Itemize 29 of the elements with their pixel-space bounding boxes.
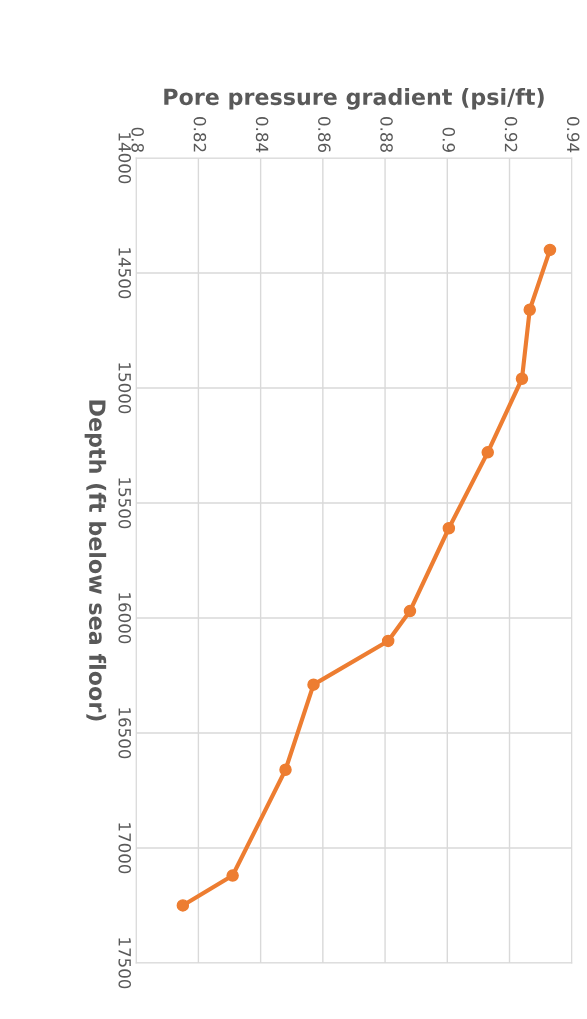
point — [543, 243, 557, 257]
point — [226, 869, 239, 882]
point — [403, 604, 417, 618]
x-axis-title: Pore pressure gradient (psi/ft) — [164, 87, 544, 110]
y-tick-label: 17000 — [118, 823, 132, 874]
x-tick-label: 0.8 — [131, 127, 144, 152]
y-tick-label: 17500 — [118, 938, 132, 989]
y-tick-label: 15000 — [118, 363, 132, 414]
y-tick-label: 16500 — [118, 708, 132, 759]
y-axis-title: Depth (ft below sea floor) — [84, 400, 107, 721]
x-tick-label: 0.82 — [193, 117, 207, 152]
point — [381, 634, 395, 648]
point — [442, 521, 456, 535]
x-tick-label: 0.94 — [566, 117, 580, 153]
y-tick-label: 14000 — [118, 133, 132, 184]
point — [481, 446, 494, 459]
y-tick-label: 15500 — [118, 478, 132, 529]
point — [515, 372, 529, 385]
point — [279, 763, 292, 777]
x-tick-label: 0.84 — [255, 117, 269, 153]
point — [176, 899, 190, 912]
y-tick-label: 14500 — [118, 248, 132, 299]
x-tick-label: 0.86 — [318, 117, 331, 153]
y-tick-label: 16000 — [118, 593, 132, 644]
x-tick-label: 0.9 — [442, 127, 456, 152]
x-tick-label: 0.88 — [380, 117, 393, 152]
x-tick-label: 0.92 — [504, 117, 518, 152]
point — [523, 303, 536, 316]
point — [307, 678, 320, 691]
